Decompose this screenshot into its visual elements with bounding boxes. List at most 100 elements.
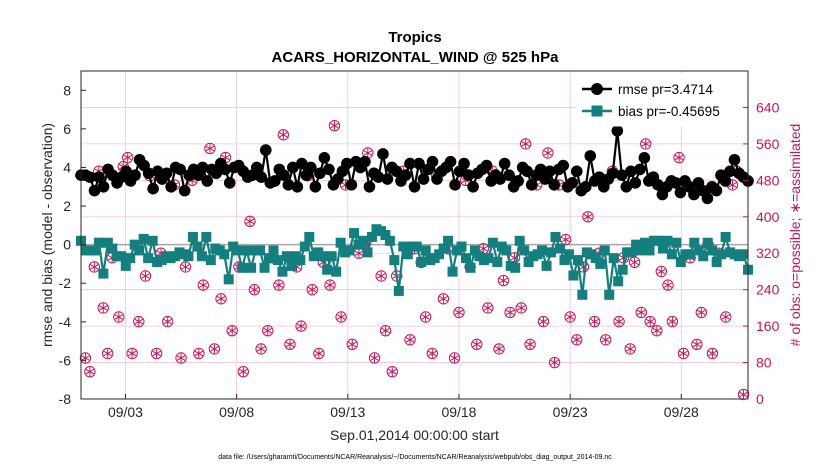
obs-assimilated-marker xyxy=(99,303,108,313)
rmse-point xyxy=(719,175,732,187)
rmse-point xyxy=(480,159,493,172)
obs-possible-marker xyxy=(519,138,532,150)
rmse-point xyxy=(467,180,479,193)
rmse-point xyxy=(120,165,132,178)
y-right-tick-label: 640 xyxy=(756,99,780,115)
obs-assimilated-marker xyxy=(521,139,530,149)
x-tick-label: 09/23 xyxy=(553,404,588,420)
rmse-point xyxy=(584,150,597,162)
bias-point xyxy=(138,233,149,244)
bias-point xyxy=(259,262,270,273)
rmse-point xyxy=(494,173,506,185)
bias-point xyxy=(501,245,512,256)
obs-assimilated-marker xyxy=(194,348,204,359)
y-right-tick-label: 320 xyxy=(756,245,780,261)
obs-assimilated-marker xyxy=(421,312,430,322)
obs-assimilated-marker xyxy=(641,139,650,149)
rmse-point xyxy=(413,157,425,170)
rmse-point xyxy=(611,125,624,137)
obs-assimilated-marker xyxy=(227,326,237,336)
bias-point xyxy=(577,289,588,300)
bias-point xyxy=(460,253,471,264)
bias-point xyxy=(720,231,731,242)
bias-point xyxy=(447,266,458,277)
obs-assimilated-marker xyxy=(114,312,124,322)
rmse-point xyxy=(97,180,110,193)
rmse-point xyxy=(728,153,741,166)
obs-assimilated-marker xyxy=(601,335,610,345)
obs-assimilated-marker xyxy=(516,303,526,313)
obs-possible-marker xyxy=(666,315,679,328)
obs-assimilated-marker xyxy=(494,344,504,354)
bias-point xyxy=(295,255,306,266)
bias-point xyxy=(438,243,449,254)
obs-assimilated-marker xyxy=(330,121,339,131)
bias-point xyxy=(554,243,565,254)
obs-possible-marker xyxy=(375,270,387,282)
obs-assimilated-marker xyxy=(296,321,306,331)
obs-possible-marker xyxy=(673,151,685,164)
y-tick-label: 4 xyxy=(63,159,71,175)
rmse-point xyxy=(196,161,209,174)
rmse-point xyxy=(318,152,331,164)
obs-assimilated-marker xyxy=(652,326,662,336)
bias-point xyxy=(187,231,198,242)
bias-point xyxy=(277,266,288,277)
bias-point xyxy=(241,245,252,256)
rmse-point xyxy=(296,157,308,170)
bias-point xyxy=(537,245,548,256)
rmse-point xyxy=(399,169,412,181)
obs-possible-marker xyxy=(88,261,101,273)
bias-point xyxy=(572,255,583,266)
bias-point xyxy=(366,231,377,242)
legend-bias-marker xyxy=(591,105,603,117)
y-tick-label: 6 xyxy=(63,121,71,137)
obs-assimilated-marker xyxy=(314,348,324,359)
bias-point xyxy=(362,247,373,258)
bias-point xyxy=(662,235,673,246)
obs-assimilated-marker xyxy=(250,285,259,295)
rmse-point xyxy=(309,180,322,193)
rmse-point xyxy=(426,155,439,168)
rmse-point xyxy=(223,177,236,189)
obs-possible-marker xyxy=(600,334,612,346)
obs-assimilated-marker xyxy=(550,357,559,368)
rmse-point xyxy=(710,184,723,197)
rmse-point xyxy=(278,169,290,181)
legend-rmse-marker xyxy=(591,83,603,95)
bias-point xyxy=(550,231,561,242)
obs-possible-marker xyxy=(226,324,238,337)
obs-possible-marker xyxy=(504,306,516,319)
rmse-point xyxy=(674,186,687,199)
obs-possible-marker xyxy=(162,315,174,328)
obs-possible-marker xyxy=(277,129,290,141)
obs-possible-marker xyxy=(571,334,583,346)
chart-title: Tropics xyxy=(388,29,441,46)
rmse-point xyxy=(458,157,470,170)
obs-assimilated-marker xyxy=(163,316,172,327)
obs-assimilated-marker xyxy=(205,143,215,154)
y-axis-label: rmse and bias (model - observation) xyxy=(39,123,55,347)
x-axis-label: Sep.01,2014 00:00:00 start xyxy=(330,427,499,443)
rmse-point xyxy=(201,175,213,187)
bias-point xyxy=(510,262,521,273)
bias-point xyxy=(563,249,574,260)
rmse-point xyxy=(287,161,299,174)
bias-point xyxy=(281,251,292,262)
obs-assimilated-marker xyxy=(279,130,288,140)
obs-assimilated-marker xyxy=(674,152,684,163)
bias-point xyxy=(264,253,275,264)
bias-point xyxy=(631,239,642,250)
obs-possible-marker xyxy=(244,215,256,228)
bias-point xyxy=(675,257,686,268)
obs-possible-marker xyxy=(255,343,267,355)
obs-assimilated-marker xyxy=(388,367,397,377)
rmse-point xyxy=(404,157,416,170)
obs-assimilated-marker xyxy=(134,316,144,327)
legend-box xyxy=(576,73,743,127)
bias-point xyxy=(102,237,113,248)
bias-point xyxy=(617,264,628,275)
bias-point xyxy=(546,247,557,258)
obs-assimilated-marker xyxy=(152,348,161,359)
